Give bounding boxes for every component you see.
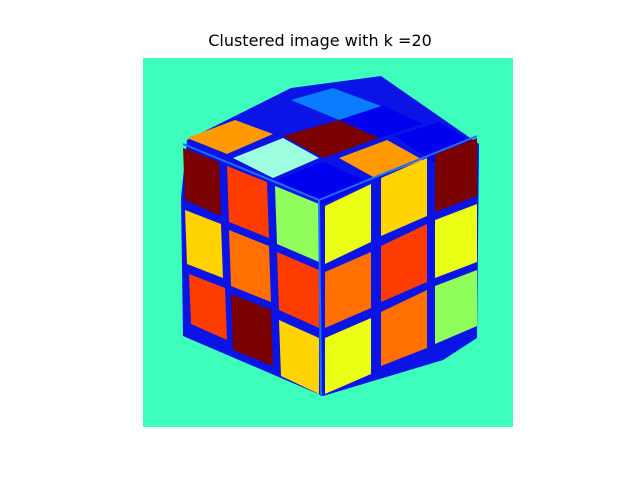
right-sticker [325, 184, 371, 264]
top-sticker [233, 138, 319, 178]
left-sticker [189, 274, 227, 340]
left-sticker [277, 252, 319, 328]
left-sticker [275, 186, 319, 262]
left-sticker [231, 294, 273, 366]
right-sticker [325, 318, 371, 394]
left-sticker [227, 166, 269, 238]
left-sticker [185, 210, 223, 278]
top-sticker [291, 88, 381, 120]
left-sticker [279, 320, 319, 394]
top-sticker [283, 120, 379, 158]
right-sticker [435, 138, 477, 212]
right-sticker [435, 204, 477, 278]
right-sticker [381, 290, 427, 366]
right-sticker [435, 270, 477, 344]
top-sticker [339, 140, 423, 178]
figure-title: Clustered image with k =20 [208, 31, 432, 50]
right-sticker [325, 252, 371, 328]
left-sticker [229, 230, 271, 302]
clustered-image [143, 58, 513, 427]
left-sticker [183, 148, 221, 216]
right-sticker [381, 158, 427, 236]
top-sticker [277, 162, 369, 204]
top-sticker [187, 120, 273, 154]
cube-edge [318, 199, 322, 397]
top-sticker [339, 106, 423, 138]
right-sticker [381, 224, 427, 302]
